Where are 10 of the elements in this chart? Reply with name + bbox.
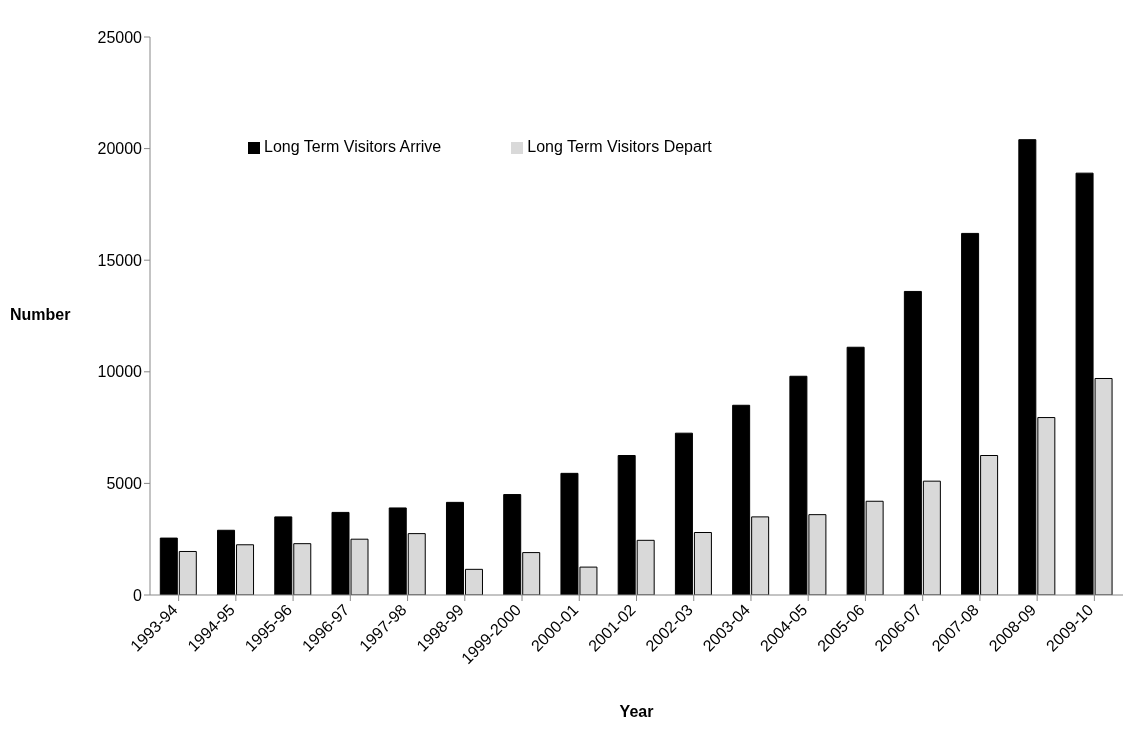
legend-label: Long Term Visitors Arrive	[264, 138, 442, 155]
y-tick-label: 0	[133, 586, 143, 604]
y-tick-label: 20000	[97, 140, 143, 158]
legend-label: Long Term Visitors Depart	[527, 138, 712, 155]
y-tick-label: 10000	[97, 363, 143, 381]
x-axis-title: Year	[619, 703, 654, 720]
y-tick-label: 15000	[97, 251, 143, 269]
y-tick-label: 5000	[106, 475, 143, 493]
y-axis-title: Number	[10, 306, 71, 324]
y-tick-label: 25000	[97, 28, 143, 46]
